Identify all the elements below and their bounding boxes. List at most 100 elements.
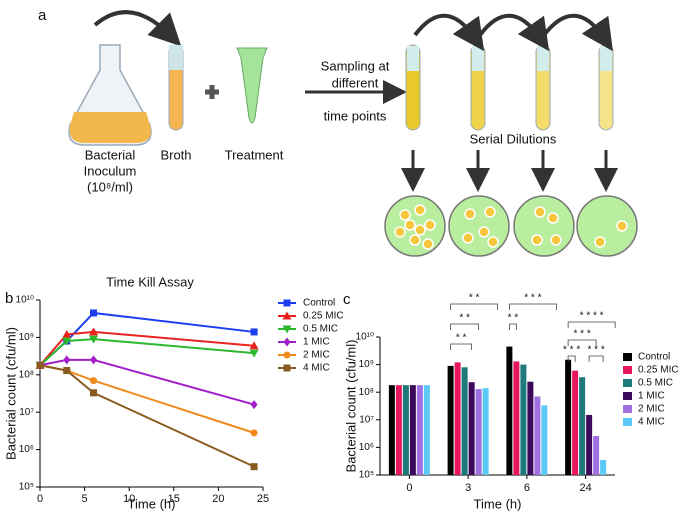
x-tick-label: 15 — [168, 493, 180, 505]
bar — [423, 385, 430, 475]
bar — [395, 385, 402, 475]
marker — [90, 377, 98, 385]
bar — [388, 385, 395, 475]
significance-label: * * * — [588, 345, 605, 356]
y-tick-label: 10¹⁰ — [356, 332, 374, 343]
legend-label: 0.5 MIC — [638, 378, 673, 389]
diagram-label: Serial Dilutions — [470, 131, 557, 146]
panel-label: c — [343, 291, 351, 308]
legend-swatch — [623, 379, 632, 387]
significance-bracket — [567, 339, 597, 346]
y-axis-label: Bacterial count (cfu/ml) — [3, 327, 18, 460]
significance-label: * * * — [524, 293, 541, 304]
bar — [468, 382, 475, 475]
bar — [506, 346, 513, 475]
legend-label: Control — [638, 352, 670, 363]
x-tick-label: 5 — [82, 493, 88, 505]
marker — [62, 329, 72, 338]
diagram-label: different — [332, 75, 379, 90]
legend-label: 0.25 MIC — [638, 365, 679, 376]
y-tick-label: 10⁷ — [19, 407, 34, 418]
y-tick-label: 10¹⁰ — [16, 295, 34, 306]
significance-bracket — [450, 343, 473, 350]
bar — [527, 381, 534, 475]
significance-label: * * — [456, 333, 467, 344]
marker — [283, 364, 291, 372]
bar — [572, 370, 579, 475]
bar — [447, 365, 454, 475]
legend-label: 2 MIC — [303, 350, 330, 361]
series-line — [39, 358, 255, 406]
legend-swatch — [623, 392, 632, 400]
marker — [250, 463, 258, 471]
marker — [250, 328, 258, 336]
diagram-label: Bacterial — [85, 147, 136, 162]
panel-label: a — [38, 7, 47, 24]
significance-bracket — [588, 355, 604, 362]
x-tick-label: 20 — [212, 493, 224, 505]
legend-label: 4 MIC — [303, 363, 330, 374]
legend-label: 1 MIC — [303, 337, 330, 348]
marker — [89, 335, 99, 344]
y-tick-label: 10⁶ — [19, 444, 34, 455]
marker — [90, 389, 98, 397]
marker — [90, 355, 98, 365]
marker — [250, 429, 258, 437]
x-tick-label: 10 — [123, 493, 135, 505]
diagram-label: Broth — [160, 147, 191, 162]
marker — [283, 299, 291, 307]
panel-label: b — [5, 290, 13, 307]
legend-label: 1 MIC — [638, 391, 665, 402]
significance-label: * * — [459, 313, 470, 324]
marker — [89, 327, 99, 336]
x-axis-label: Time (h) — [474, 496, 522, 511]
marker — [283, 337, 291, 347]
significance-label: * * — [508, 313, 519, 324]
y-axis-label: Bacterial count (cfu/ml) — [343, 340, 358, 473]
legend-swatch — [623, 405, 632, 413]
y-tick-label: 10⁵ — [359, 470, 374, 481]
y-tick-label: 10⁹ — [359, 359, 374, 370]
y-tick-label: 10⁵ — [19, 482, 34, 493]
marker — [282, 325, 292, 334]
bar — [461, 367, 468, 475]
chart-title: Time Kill Assay — [106, 274, 194, 289]
bar — [541, 405, 548, 475]
diagram-label: Sampling at — [321, 58, 390, 73]
marker — [63, 367, 71, 375]
x-tick-label: 3 — [465, 482, 471, 494]
significance-bracket — [567, 321, 616, 328]
legend-swatch — [623, 353, 632, 361]
bar — [409, 385, 416, 475]
significance-label: * * * — [563, 345, 580, 356]
y-tick-label: 10⁸ — [19, 369, 34, 380]
series-line — [39, 330, 255, 366]
legend-label: 0.25 MIC — [303, 311, 344, 322]
bar — [579, 377, 586, 475]
significance-bracket — [450, 303, 499, 310]
legend-swatch — [623, 418, 632, 426]
y-tick-label: 10⁸ — [359, 387, 374, 398]
legend-label: 2 MIC — [638, 404, 665, 415]
significance-bracket — [508, 323, 517, 330]
bar — [593, 435, 600, 475]
x-tick-label: 0 — [37, 493, 43, 505]
y-tick-label: 10⁹ — [19, 332, 34, 343]
x-tick-label: 24 — [580, 482, 592, 494]
significance-bracket — [450, 323, 480, 330]
bar — [482, 388, 489, 475]
bar — [402, 385, 409, 475]
significance-label: * * * — [574, 329, 591, 340]
legend-label: Control — [303, 298, 335, 309]
significance-bracket — [508, 303, 557, 310]
y-tick-label: 10⁶ — [359, 442, 374, 453]
legend-swatch — [623, 366, 632, 374]
x-tick-label: 0 — [406, 482, 412, 494]
bar — [513, 361, 520, 475]
marker — [250, 400, 258, 410]
marker — [62, 337, 72, 346]
significance-label: * * — [469, 293, 480, 304]
marker — [63, 355, 71, 365]
